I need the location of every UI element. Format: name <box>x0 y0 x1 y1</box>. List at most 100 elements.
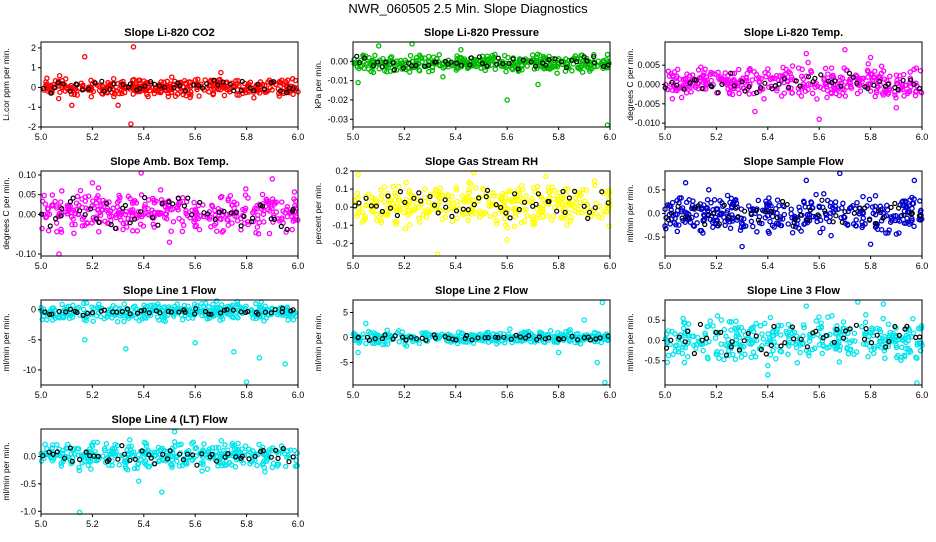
data-point <box>133 315 139 321</box>
reference-point <box>506 60 512 67</box>
reference-point <box>877 78 883 85</box>
data-point <box>687 219 694 225</box>
data-point <box>728 327 734 333</box>
reference-point <box>93 216 100 222</box>
x-tick-label: 5.0 <box>659 132 672 142</box>
data-point <box>689 205 695 212</box>
data-point <box>229 220 235 226</box>
panel-title: Slope Li-820 CO2 <box>124 27 214 39</box>
outlier-point <box>816 116 822 123</box>
data-point <box>664 359 671 366</box>
data-point <box>895 217 901 223</box>
data-point <box>485 199 492 205</box>
data-point <box>530 217 536 224</box>
data-point <box>183 208 189 214</box>
y-tick-label: 0.0 <box>23 451 36 461</box>
reference-point <box>199 451 205 457</box>
data-point <box>352 59 359 66</box>
data-point <box>860 209 866 216</box>
reference-point <box>501 334 507 340</box>
x-tick-label: 5.4 <box>450 261 463 271</box>
data-point <box>672 331 678 337</box>
reference-point <box>601 63 607 70</box>
data-point <box>254 224 261 230</box>
data-point <box>265 449 272 455</box>
data-point <box>179 228 186 235</box>
x-tick-label: 5.8 <box>864 261 877 271</box>
data-point <box>205 304 212 310</box>
reference-point <box>56 308 62 315</box>
reference-point <box>214 458 220 464</box>
data-point <box>416 340 423 347</box>
data-point <box>511 223 518 230</box>
data-point <box>531 66 538 72</box>
x-tick-label: 5.6 <box>501 132 514 142</box>
data-point <box>761 96 767 102</box>
data-point <box>133 200 140 206</box>
reference-point <box>155 222 161 228</box>
data-point <box>397 197 403 203</box>
data-point <box>57 199 64 205</box>
data-point <box>179 316 186 323</box>
data-point <box>143 315 149 321</box>
data-point <box>124 224 130 230</box>
reference-point <box>205 211 211 217</box>
data-point <box>546 194 553 201</box>
reference-point <box>679 215 685 221</box>
reference-point <box>107 86 113 92</box>
y-axis-label: Li.cor ppm per min. <box>1 48 11 121</box>
reference-point <box>861 336 868 342</box>
reference-point <box>233 209 239 216</box>
data-point <box>701 216 708 223</box>
reference-point <box>533 201 539 207</box>
data-point <box>708 200 714 206</box>
data-point <box>577 199 583 206</box>
data-point <box>395 328 402 334</box>
reference-point <box>124 306 131 312</box>
data-point <box>89 304 95 310</box>
reference-point <box>863 325 869 332</box>
data-point <box>71 230 77 237</box>
data-point <box>563 191 569 198</box>
data-point <box>886 87 892 94</box>
data-point <box>421 194 428 201</box>
reference-point <box>245 308 251 315</box>
data-point <box>127 195 133 202</box>
data-point <box>789 90 795 96</box>
panel-title: Slope Li-820 Pressure <box>424 27 539 39</box>
data-point <box>291 196 297 202</box>
reference-point <box>239 453 245 459</box>
data-point <box>591 52 597 58</box>
data-point <box>740 223 747 230</box>
reference-point <box>209 451 215 458</box>
data-point <box>371 332 378 339</box>
data-point <box>463 210 469 217</box>
reference-point <box>886 338 892 345</box>
data-point <box>893 344 900 351</box>
reference-point <box>896 205 902 211</box>
x-tick-label: 5.6 <box>813 132 826 142</box>
reference-point <box>149 214 156 221</box>
data-point <box>808 67 814 74</box>
panel-line1-flow: Slope Line 1 Flow ml/min per min. 5.0 5.2 5.… <box>0 280 312 413</box>
data-point <box>694 220 700 226</box>
data-point <box>673 222 679 228</box>
reference-point <box>807 207 813 213</box>
y-axis-label: ml/min per min. <box>1 313 11 371</box>
data-point <box>200 459 206 465</box>
data-point <box>898 357 904 364</box>
x-axis: 5.0 5.2 5.4 5.6 5.8 6.0 <box>35 256 304 271</box>
data-point <box>76 464 82 471</box>
data-point <box>393 219 400 225</box>
data-point <box>740 328 747 334</box>
y-tick-label: 0.0 <box>647 209 660 219</box>
reference-point <box>521 199 528 205</box>
reference-point <box>47 311 53 318</box>
data-point <box>905 333 911 340</box>
data-point <box>167 81 173 87</box>
data-point <box>812 345 818 352</box>
outlier-point <box>893 104 900 111</box>
data-point <box>134 228 141 234</box>
reference-point <box>80 312 86 318</box>
